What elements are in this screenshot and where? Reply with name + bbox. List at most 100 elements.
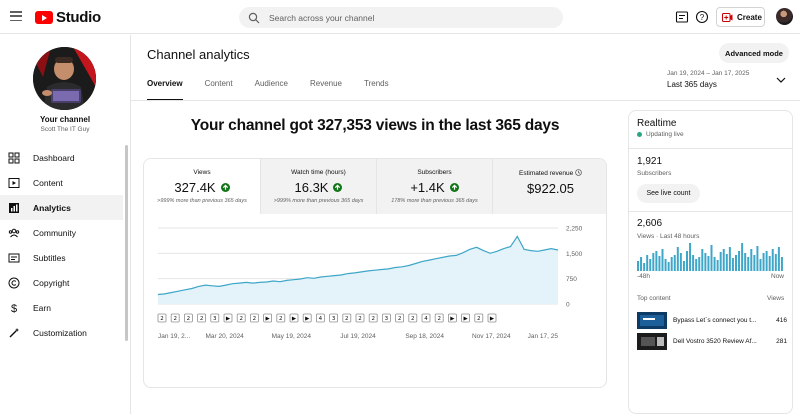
- realtime-bar[interactable]: [747, 257, 750, 271]
- realtime-bar[interactable]: [661, 249, 664, 271]
- realtime-bar[interactable]: [673, 255, 676, 271]
- advanced-mode-button[interactable]: Advanced mode: [719, 43, 789, 63]
- tab-content[interactable]: Content: [204, 79, 233, 88]
- menu-icon[interactable]: [10, 11, 22, 21]
- sidebar-item-community[interactable]: Community: [0, 220, 123, 245]
- realtime-bar[interactable]: [762, 253, 765, 271]
- tab-overview[interactable]: Overview: [147, 79, 183, 101]
- realtime-bar[interactable]: [682, 261, 685, 271]
- upload-marker-label: 2: [477, 316, 481, 322]
- date-range-dates: Jan 19, 2024 – Jan 17, 2025: [667, 70, 750, 77]
- x-tick-label: Mar 20, 2024: [206, 333, 245, 340]
- realtime-bar[interactable]: [698, 257, 701, 271]
- realtime-bar[interactable]: [753, 255, 756, 271]
- realtime-bar[interactable]: [652, 253, 655, 271]
- realtime-bar[interactable]: [744, 253, 747, 271]
- tab-trends[interactable]: Trends: [364, 79, 389, 88]
- realtime-bar[interactable]: [710, 245, 713, 271]
- sidebar-item-label: Copyright: [33, 277, 70, 288]
- captions-icon[interactable]: [675, 10, 689, 24]
- sidebar-item-dashboard[interactable]: Dashboard: [0, 145, 123, 170]
- search-bar[interactable]: [239, 7, 563, 28]
- sidebar-item-copyright[interactable]: Copyright: [0, 270, 123, 295]
- tab-revenue[interactable]: Revenue: [309, 79, 342, 88]
- realtime-bar[interactable]: [646, 255, 649, 271]
- realtime-bar[interactable]: [686, 251, 688, 271]
- realtime-bar[interactable]: [780, 257, 783, 271]
- realtime-bar-chart[interactable]: [637, 241, 784, 271]
- date-range-picker[interactable]: Jan 19, 2024 – Jan 17, 2025 Last 365 day…: [667, 70, 749, 89]
- sidebar-item-analytics[interactable]: Analytics: [0, 195, 123, 220]
- realtime-bar[interactable]: [771, 249, 774, 271]
- studio-logo[interactable]: Studio: [35, 9, 101, 26]
- sidebar-item-customization[interactable]: Customization: [0, 320, 123, 345]
- tab-audience[interactable]: Audience: [254, 79, 288, 88]
- realtime-bar[interactable]: [725, 254, 728, 271]
- realtime-bar[interactable]: [735, 255, 737, 271]
- create-button[interactable]: Create: [716, 7, 765, 27]
- realtime-bar[interactable]: [637, 261, 639, 271]
- upload-marker: [447, 313, 457, 323]
- upload-marker: [329, 313, 339, 323]
- channel-avatar[interactable]: [33, 47, 96, 110]
- sidebar-item-earn[interactable]: $ Earn: [0, 295, 123, 320]
- realtime-bar[interactable]: [640, 257, 643, 271]
- realtime-bar[interactable]: [643, 263, 646, 271]
- x-tick-label: Jul 19, 2024: [340, 333, 376, 340]
- realtime-bar[interactable]: [689, 243, 692, 271]
- realtime-bar[interactable]: [765, 251, 768, 271]
- upload-marker-label: 3: [385, 316, 389, 322]
- top-content-title: Bypass Let`s connect you t...: [673, 317, 757, 324]
- realtime-bar[interactable]: [664, 259, 667, 271]
- top-content-row[interactable]: Dell Vostro 3520 Review Af... 281: [637, 333, 787, 350]
- realtime-bar[interactable]: [777, 247, 780, 271]
- realtime-bar[interactable]: [768, 256, 771, 271]
- realtime-bar[interactable]: [655, 251, 658, 271]
- chevron-down-icon[interactable]: [776, 76, 786, 84]
- channel-title[interactable]: Your channel: [39, 115, 91, 124]
- kpi-subscribers[interactable]: Subscribers +1.4K 178% more than previou…: [376, 159, 492, 214]
- realtime-bar[interactable]: [741, 243, 744, 271]
- sidebar-nav: Dashboard Content Analytics Community Su…: [0, 145, 123, 345]
- realtime-bar[interactable]: [667, 262, 670, 271]
- realtime-bar[interactable]: [695, 259, 698, 271]
- upload-marker-label: 2: [345, 316, 349, 322]
- kpi-value: $922.05: [527, 181, 574, 196]
- kpi-revenue[interactable]: Estimated revenue $922.05: [492, 159, 606, 214]
- realtime-bar[interactable]: [731, 258, 734, 271]
- realtime-bar[interactable]: [713, 257, 716, 271]
- kpi-watch-time[interactable]: Watch time (hours) 16.3K >999% more than…: [260, 159, 376, 214]
- realtime-bar[interactable]: [719, 252, 722, 271]
- upload-marker: [289, 313, 299, 323]
- x-tick-label: May 19, 2024: [272, 333, 312, 340]
- see-live-count-button[interactable]: See live count: [637, 184, 700, 203]
- realtime-bar[interactable]: [750, 249, 753, 271]
- sidebar-item-subtitles[interactable]: Subtitles: [0, 245, 123, 270]
- views-48h-count: 2,606: [637, 218, 663, 229]
- realtime-bar[interactable]: [756, 246, 759, 271]
- top-content-row[interactable]: Bypass Let`s connect you t... 416: [637, 312, 787, 329]
- views-area: [158, 236, 558, 304]
- realtime-bar[interactable]: [676, 247, 679, 271]
- realtime-bar[interactable]: [707, 256, 710, 271]
- sidebar-item-content[interactable]: Content: [0, 170, 123, 195]
- realtime-bar[interactable]: [649, 259, 652, 271]
- realtime-bar[interactable]: [704, 253, 707, 271]
- realtime-bar[interactable]: [774, 254, 777, 271]
- account-avatar[interactable]: [776, 8, 793, 25]
- upload-marker: [342, 313, 352, 323]
- realtime-bar[interactable]: [701, 249, 704, 271]
- realtime-bar[interactable]: [658, 256, 661, 271]
- realtime-bar[interactable]: [722, 249, 725, 271]
- realtime-bar[interactable]: [716, 260, 719, 271]
- realtime-bar[interactable]: [738, 251, 741, 271]
- realtime-bar[interactable]: [679, 253, 682, 271]
- sidebar-scrollbar[interactable]: [125, 145, 128, 341]
- realtime-bar[interactable]: [759, 259, 762, 271]
- realtime-bar[interactable]: [670, 257, 673, 271]
- realtime-bar[interactable]: [692, 255, 695, 271]
- help-icon[interactable]: ?: [695, 10, 709, 24]
- realtime-bar[interactable]: [728, 247, 731, 271]
- kpi-views[interactable]: Views 327.4K >999% more than previous 36…: [144, 159, 260, 214]
- search-input[interactable]: [269, 12, 549, 23]
